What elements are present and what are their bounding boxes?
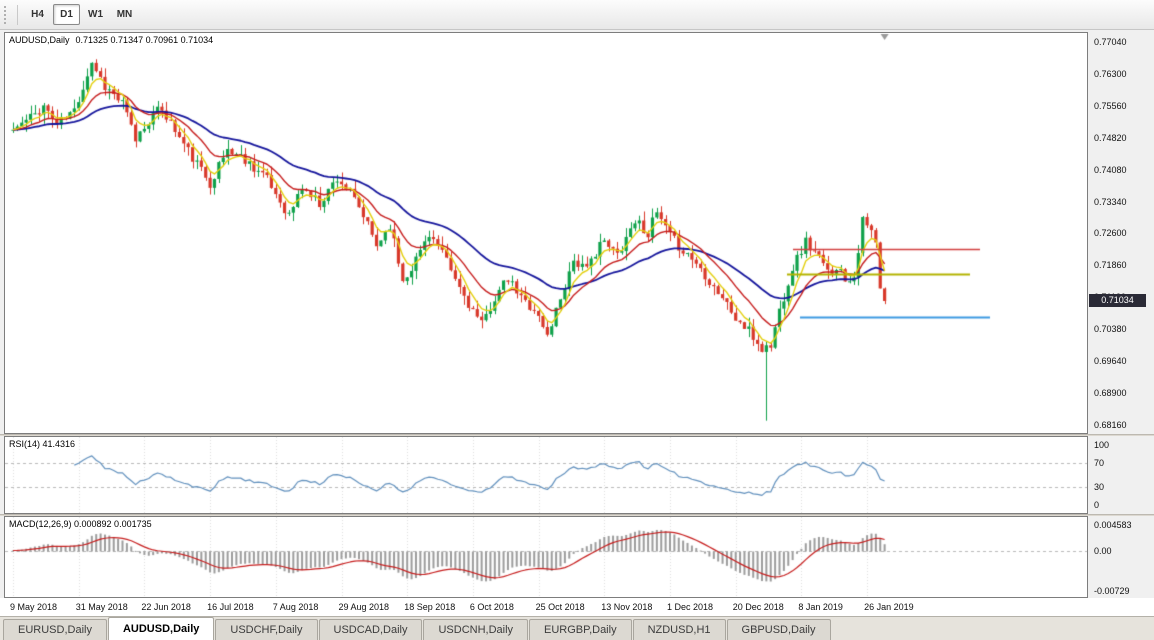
price-axis-label: 0.73340 — [1094, 196, 1127, 207]
date-axis-label: 31 May 2018 — [75, 602, 128, 612]
main-chart-plot[interactable]: AUDUSD,Daily 0.71325 0.71347 0.70961 0.71… — [4, 32, 1088, 434]
date-axis-label: 26 Jan 2019 — [864, 602, 914, 612]
timeframe-button-mn[interactable]: MN — [116, 9, 133, 20]
rsi-axis-label: 0 — [1094, 500, 1100, 510]
rsi-plot[interactable]: RSI(14) 41.4316 — [4, 436, 1088, 514]
macd-chart-canvas[interactable] — [5, 517, 1087, 597]
date-axis[interactable]: 9 May 2018 31 May 2018 22 Jun 2018 16 Jul 2… — [0, 598, 1154, 616]
macd-axis-label: -0.00729 — [1094, 585, 1130, 596]
price-axis-label: 0.74080 — [1094, 164, 1127, 175]
toolbar-separator — [17, 4, 18, 25]
candlestick-chart-canvas[interactable] — [5, 33, 1087, 433]
rsi-axis-label: 30 — [1094, 482, 1105, 492]
price-axis-label: 0.68900 — [1094, 388, 1127, 399]
panel-splitter[interactable] — [0, 434, 1154, 436]
price-axis-label: 0.72600 — [1094, 228, 1127, 239]
date-axis-label: 8 Jan 2019 — [798, 602, 843, 612]
date-axis-label: 7 Aug 2018 — [272, 602, 319, 612]
timeframe-button-w1[interactable]: W1 — [88, 9, 103, 20]
macd-panel: MACD(12,26,9) 0.000892 0.001735 0.004583… — [0, 516, 1154, 598]
chart-tab-usdchf[interactable]: USDCHF,Daily — [215, 619, 318, 640]
price-axis-label: 0.76300 — [1094, 68, 1127, 79]
price-axis-label: 0.70380 — [1094, 324, 1127, 335]
macd-axis[interactable]: 0.004583 0.00 -0.00729 — [1088, 516, 1154, 598]
date-axis-label: 9 May 2018 — [10, 602, 58, 612]
date-axis-label: 18 Sep 2018 — [404, 602, 456, 612]
chart-tab-gbpusd[interactable]: GBPUSD,Daily — [726, 619, 831, 640]
main-chart-panel: AUDUSD,Daily 0.71325 0.71347 0.70961 0.71… — [0, 32, 1154, 434]
chart-tab-eurgbp[interactable]: EURGBP,Daily — [529, 619, 632, 640]
date-axis-label: 20 Dec 2018 — [732, 602, 784, 612]
price-axis-label: 0.75560 — [1094, 100, 1127, 111]
rsi-axis[interactable]: 100 70 30 0 — [1088, 436, 1154, 514]
rsi-axis-label: 100 — [1094, 440, 1110, 450]
timeframe-button-h4[interactable]: H4 — [31, 9, 44, 20]
date-axis-label: 22 Jun 2018 — [141, 602, 191, 612]
timeframe-toolbar: H4 D1 W1 MN — [0, 0, 1154, 30]
price-axis-label: 0.68160 — [1094, 420, 1127, 431]
macd-axis-label: 0.00 — [1094, 545, 1112, 556]
date-axis-label: 6 Oct 2018 — [469, 602, 514, 612]
panel-splitter[interactable] — [0, 514, 1154, 516]
rsi-axis-label: 70 — [1094, 458, 1105, 468]
current-price-badge: 0.71034 — [1089, 294, 1146, 307]
rsi-chart-canvas[interactable] — [5, 437, 1087, 513]
chart-tab-audusd[interactable]: AUDUSD,Daily — [107, 617, 215, 640]
chart-tab-nzdusd[interactable]: NZDUSD,H1 — [632, 619, 726, 640]
chart-tab-usdcnh[interactable]: USDCNH,Daily — [423, 619, 529, 640]
chart-tab-bar: EURUSD,Daily AUDUSD,Daily USDCHF,Daily USDC… — [0, 616, 1154, 640]
price-axis-label: 0.69640 — [1094, 356, 1127, 367]
date-axis-label: 13 Nov 2018 — [601, 602, 653, 612]
macd-plot[interactable]: MACD(12,26,9) 0.000892 0.001735 — [4, 516, 1088, 598]
date-axis-label: 1 Dec 2018 — [667, 602, 714, 612]
date-axis-label: 16 Jul 2018 — [207, 602, 254, 612]
timeframe-button-group: H4 D1 W1 MN — [23, 4, 139, 25]
chart-tab-eurusd[interactable]: EURUSD,Daily — [3, 619, 107, 640]
date-axis-label: 25 Oct 2018 — [535, 602, 585, 612]
price-axis-label: 0.77040 — [1094, 36, 1127, 47]
toolbar-grip-icon[interactable] — [4, 5, 8, 24]
price-axis-label: 0.71860 — [1094, 260, 1127, 271]
chart-tab-usdcad[interactable]: USDCAD,Daily — [318, 619, 423, 640]
date-axis-label: 29 Aug 2018 — [338, 602, 390, 612]
price-axis-label: 0.74820 — [1094, 132, 1127, 143]
price-axis[interactable]: 0.71034 0.77040 0.76300 0.75560 0.74820 0.74… — [1088, 32, 1154, 434]
macd-axis-label: 0.004583 — [1094, 520, 1132, 531]
rsi-panel: RSI(14) 41.4316 100 70 30 0 — [0, 436, 1154, 514]
timeframe-button-d1[interactable]: D1 — [53, 4, 80, 25]
